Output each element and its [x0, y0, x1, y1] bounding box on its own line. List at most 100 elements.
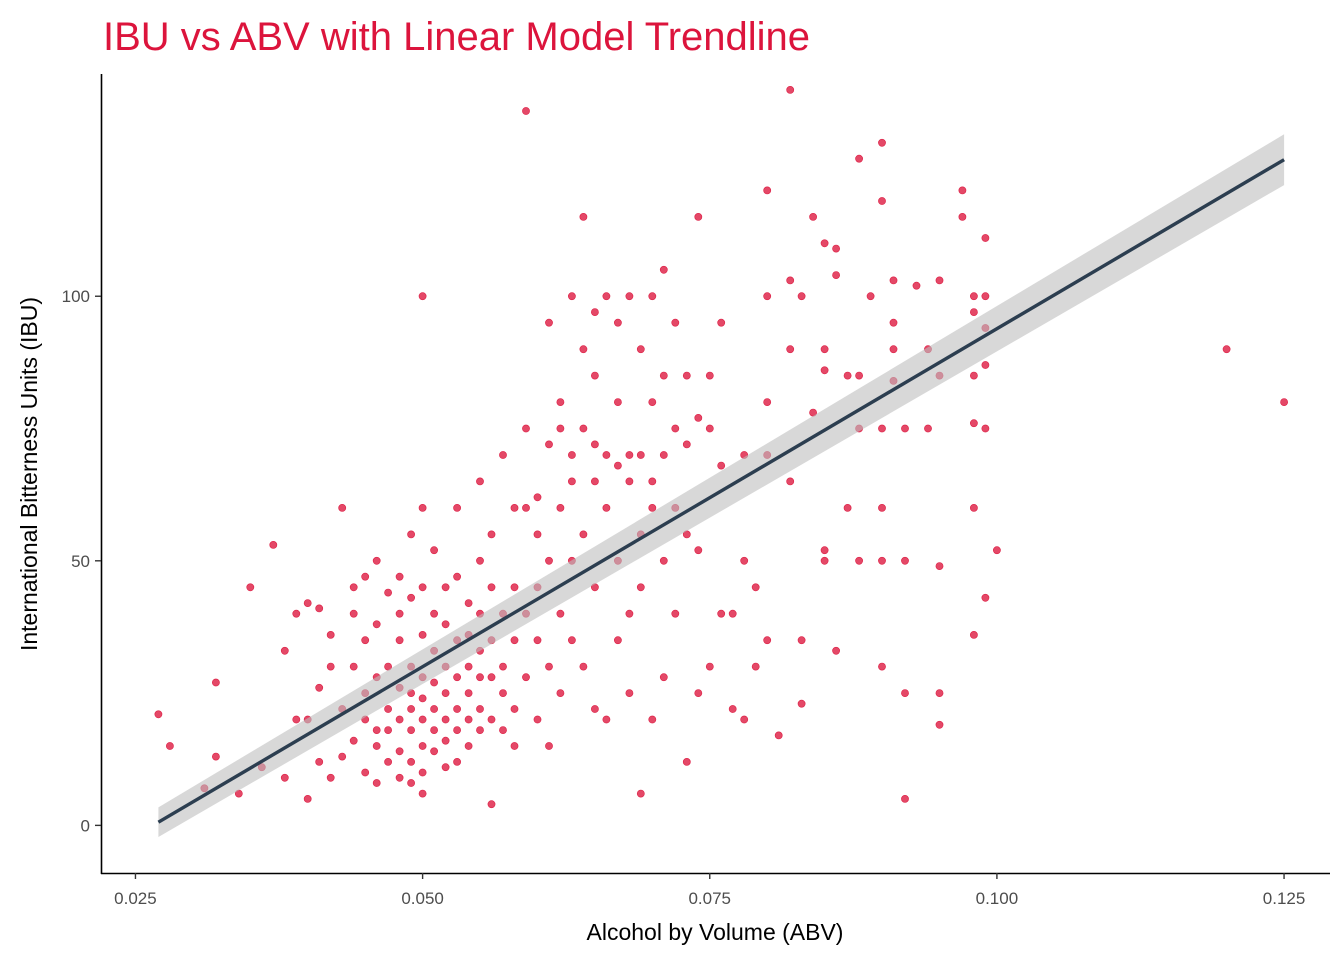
- data-point: [591, 477, 599, 486]
- y-axis-ticks: 0 50 100: [62, 287, 101, 835]
- data-point: [855, 556, 863, 565]
- data-point: [625, 477, 634, 486]
- data-point: [625, 689, 634, 697]
- data-point: [545, 440, 553, 449]
- data-point: [579, 662, 588, 671]
- data-point: [579, 212, 588, 221]
- data-point: [993, 546, 1001, 555]
- data-point: [832, 646, 840, 655]
- data-point: [292, 715, 301, 724]
- data-point: [395, 636, 404, 645]
- data-point: [878, 662, 886, 671]
- data-point: [522, 107, 530, 115]
- data-point: [510, 583, 519, 592]
- data-point: [820, 556, 829, 565]
- data-point: [418, 292, 427, 301]
- data-point: [499, 726, 507, 734]
- data-point: [602, 715, 611, 724]
- data-point: [453, 705, 461, 713]
- data-point: [832, 244, 840, 253]
- data-point: [878, 138, 886, 147]
- data-point: [533, 493, 542, 502]
- data-point: [682, 758, 691, 766]
- data-point: [751, 662, 760, 671]
- data-point: [591, 705, 599, 713]
- data-point: [556, 503, 565, 512]
- data-point: [430, 705, 438, 713]
- data-point: [349, 662, 358, 671]
- data-point: [430, 546, 438, 555]
- data-point: [372, 556, 381, 565]
- data-point: [533, 636, 542, 645]
- data-point: [315, 683, 324, 692]
- data-point: [924, 424, 932, 433]
- data-point: [384, 726, 392, 734]
- data-point: [786, 477, 795, 486]
- data-point: [568, 451, 576, 459]
- data-point: [487, 530, 496, 539]
- data-point: [970, 631, 978, 639]
- data-point: [441, 583, 450, 592]
- data-point: [338, 503, 347, 512]
- data-point: [349, 609, 358, 618]
- data-point: [820, 546, 829, 555]
- data-point: [556, 689, 565, 697]
- data-point: [372, 726, 381, 734]
- data-point: [740, 556, 749, 565]
- data-point: [970, 371, 978, 380]
- data-point: [614, 398, 622, 406]
- data-point: [476, 726, 484, 734]
- data-point: [763, 398, 772, 406]
- data-point: [740, 715, 749, 724]
- data-point: [820, 345, 829, 354]
- data-point: [568, 292, 576, 301]
- data-point: [671, 609, 680, 618]
- data-point: [315, 604, 324, 613]
- data-point: [981, 234, 990, 242]
- y-tick-label: 100: [62, 287, 90, 306]
- data-point: [878, 556, 886, 565]
- data-point: [648, 398, 657, 406]
- data-point: [430, 747, 438, 756]
- data-point: [211, 678, 220, 687]
- data-point: [453, 726, 461, 734]
- data-point: [602, 292, 611, 301]
- data-point: [717, 609, 726, 618]
- data-point: [303, 599, 312, 607]
- data-point: [694, 413, 703, 422]
- data-point: [326, 631, 335, 639]
- data-point: [912, 281, 921, 290]
- data-point: [935, 276, 944, 285]
- data-point: [843, 503, 852, 512]
- data-point: [728, 705, 737, 713]
- data-point: [361, 768, 370, 777]
- data-point: [728, 609, 737, 618]
- data-point: [453, 758, 461, 766]
- data-point: [797, 636, 806, 645]
- data-point: [384, 705, 392, 713]
- data-point: [430, 726, 438, 734]
- data-point: [522, 503, 530, 512]
- data-point: [154, 710, 163, 719]
- data-point: [487, 715, 496, 724]
- data-point: [453, 572, 461, 581]
- data-point: [510, 636, 519, 645]
- data-point: [476, 556, 484, 565]
- data-point: [901, 689, 909, 697]
- data-point: [579, 345, 588, 354]
- data-point: [682, 371, 691, 380]
- data-point: [338, 752, 347, 761]
- data-point: [556, 424, 565, 433]
- data-point: [372, 742, 381, 750]
- data-point: [522, 673, 530, 682]
- data-point: [625, 451, 634, 459]
- data-point: [981, 593, 990, 602]
- data-point: [418, 715, 427, 724]
- data-point: [958, 212, 967, 221]
- data-point: [499, 689, 507, 697]
- data-point: [659, 673, 668, 682]
- data-point: [476, 477, 484, 486]
- data-point: [958, 186, 967, 195]
- data-point: [878, 424, 886, 433]
- data-point: [522, 424, 530, 433]
